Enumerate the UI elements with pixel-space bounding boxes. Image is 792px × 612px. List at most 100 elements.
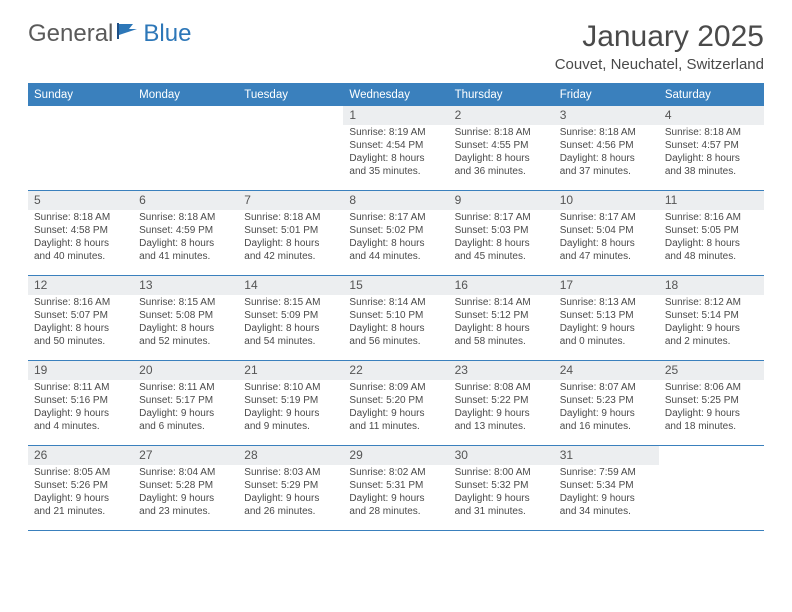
day-info-line: Sunset: 5:16 PM bbox=[34, 395, 127, 408]
day-number: 12 bbox=[28, 276, 133, 295]
day-number: 13 bbox=[133, 276, 238, 295]
day-number: 20 bbox=[133, 361, 238, 380]
day-info-line: and 28 minutes. bbox=[349, 506, 442, 519]
day-info-line: Daylight: 9 hours bbox=[560, 323, 653, 336]
day-info: Sunrise: 8:06 AMSunset: 5:25 PMDaylight:… bbox=[659, 380, 764, 437]
day-info-line: Daylight: 8 hours bbox=[665, 238, 758, 251]
day-info-line: Sunrise: 8:16 AM bbox=[34, 297, 127, 310]
day-info-line: and 23 minutes. bbox=[139, 506, 232, 519]
day-number: 31 bbox=[554, 446, 659, 465]
day-info-line: Sunset: 5:32 PM bbox=[455, 480, 548, 493]
day-info-line: and 13 minutes. bbox=[455, 421, 548, 434]
day-info-line: Daylight: 9 hours bbox=[455, 493, 548, 506]
day-number: 30 bbox=[449, 446, 554, 465]
flag-icon bbox=[117, 20, 139, 48]
day-info-line: Sunrise: 8:13 AM bbox=[560, 297, 653, 310]
day-number: 14 bbox=[238, 276, 343, 295]
week-row: 26Sunrise: 8:05 AMSunset: 5:26 PMDayligh… bbox=[28, 446, 764, 531]
day-info-line: Sunrise: 8:14 AM bbox=[349, 297, 442, 310]
day-number: 5 bbox=[28, 191, 133, 210]
day-info-line: and 56 minutes. bbox=[349, 336, 442, 349]
day-info-line: Sunrise: 7:59 AM bbox=[560, 467, 653, 480]
day-number: 11 bbox=[659, 191, 764, 210]
day-info: Sunrise: 8:11 AMSunset: 5:17 PMDaylight:… bbox=[133, 380, 238, 437]
day-cell: 12Sunrise: 8:16 AMSunset: 5:07 PMDayligh… bbox=[28, 276, 133, 360]
day-info: Sunrise: 8:00 AMSunset: 5:32 PMDaylight:… bbox=[449, 465, 554, 522]
day-info-line: Daylight: 8 hours bbox=[560, 153, 653, 166]
brand-logo: General Blue bbox=[28, 20, 191, 48]
day-number: 19 bbox=[28, 361, 133, 380]
day-info: Sunrise: 8:15 AMSunset: 5:08 PMDaylight:… bbox=[133, 295, 238, 352]
calendar-page: General Blue January 2025 Couvet, Neucha… bbox=[0, 0, 792, 612]
day-info-line: Daylight: 9 hours bbox=[665, 408, 758, 421]
day-info-line: and 58 minutes. bbox=[455, 336, 548, 349]
day-info-line: and 0 minutes. bbox=[560, 336, 653, 349]
day-info-line: Daylight: 9 hours bbox=[34, 408, 127, 421]
day-info-line: Daylight: 8 hours bbox=[139, 238, 232, 251]
day-info-line: Sunrise: 8:00 AM bbox=[455, 467, 548, 480]
day-cell: 15Sunrise: 8:14 AMSunset: 5:10 PMDayligh… bbox=[343, 276, 448, 360]
day-info: Sunrise: 8:02 AMSunset: 5:31 PMDaylight:… bbox=[343, 465, 448, 522]
day-number bbox=[659, 446, 764, 465]
day-info: Sunrise: 8:16 AMSunset: 5:05 PMDaylight:… bbox=[659, 210, 764, 267]
day-cell: 19Sunrise: 8:11 AMSunset: 5:16 PMDayligh… bbox=[28, 361, 133, 445]
day-cell bbox=[659, 446, 764, 530]
day-cell: 24Sunrise: 8:07 AMSunset: 5:23 PMDayligh… bbox=[554, 361, 659, 445]
day-number: 15 bbox=[343, 276, 448, 295]
day-info-line: Sunset: 5:22 PM bbox=[455, 395, 548, 408]
dow-cell: Wednesday bbox=[343, 85, 448, 106]
day-of-week-header: SundayMondayTuesdayWednesdayThursdayFrid… bbox=[28, 85, 764, 106]
day-info-line: Daylight: 9 hours bbox=[349, 493, 442, 506]
day-info: Sunrise: 8:15 AMSunset: 5:09 PMDaylight:… bbox=[238, 295, 343, 352]
day-info-line: Daylight: 8 hours bbox=[34, 323, 127, 336]
day-cell: 22Sunrise: 8:09 AMSunset: 5:20 PMDayligh… bbox=[343, 361, 448, 445]
day-info-line: and 21 minutes. bbox=[34, 506, 127, 519]
day-number: 24 bbox=[554, 361, 659, 380]
day-info-line: and 38 minutes. bbox=[665, 166, 758, 179]
dow-cell: Saturday bbox=[659, 85, 764, 106]
day-info-line: Sunset: 5:19 PM bbox=[244, 395, 337, 408]
day-info-line: Sunrise: 8:17 AM bbox=[349, 212, 442, 225]
day-info-line: Daylight: 9 hours bbox=[560, 408, 653, 421]
day-info-line: Sunset: 4:58 PM bbox=[34, 225, 127, 238]
page-title: January 2025 bbox=[555, 20, 764, 54]
day-info-line: Sunset: 5:14 PM bbox=[665, 310, 758, 323]
day-cell: 31Sunrise: 7:59 AMSunset: 5:34 PMDayligh… bbox=[554, 446, 659, 530]
location-text: Couvet, Neuchatel, Switzerland bbox=[555, 56, 764, 73]
day-info-line: Sunrise: 8:17 AM bbox=[455, 212, 548, 225]
title-block: January 2025 Couvet, Neuchatel, Switzerl… bbox=[555, 20, 764, 73]
day-info-line: Sunset: 5:04 PM bbox=[560, 225, 653, 238]
day-info-line: Daylight: 8 hours bbox=[244, 238, 337, 251]
day-info-line: and 16 minutes. bbox=[560, 421, 653, 434]
day-info-line: and 50 minutes. bbox=[34, 336, 127, 349]
day-info-line: and 44 minutes. bbox=[349, 251, 442, 264]
day-cell: 13Sunrise: 8:15 AMSunset: 5:08 PMDayligh… bbox=[133, 276, 238, 360]
day-info: Sunrise: 8:17 AMSunset: 5:02 PMDaylight:… bbox=[343, 210, 448, 267]
day-info-line: Daylight: 9 hours bbox=[139, 493, 232, 506]
week-row: 1Sunrise: 8:19 AMSunset: 4:54 PMDaylight… bbox=[28, 106, 764, 191]
day-cell bbox=[28, 106, 133, 190]
day-info: Sunrise: 8:13 AMSunset: 5:13 PMDaylight:… bbox=[554, 295, 659, 352]
day-info-line: Sunrise: 8:18 AM bbox=[244, 212, 337, 225]
day-cell: 23Sunrise: 8:08 AMSunset: 5:22 PMDayligh… bbox=[449, 361, 554, 445]
day-info: Sunrise: 8:14 AMSunset: 5:10 PMDaylight:… bbox=[343, 295, 448, 352]
day-number: 21 bbox=[238, 361, 343, 380]
day-info-line: and 26 minutes. bbox=[244, 506, 337, 519]
page-header: General Blue January 2025 Couvet, Neucha… bbox=[28, 20, 764, 73]
day-info-line: Sunrise: 8:02 AM bbox=[349, 467, 442, 480]
day-cell: 3Sunrise: 8:18 AMSunset: 4:56 PMDaylight… bbox=[554, 106, 659, 190]
day-number: 10 bbox=[554, 191, 659, 210]
day-info-line: Daylight: 9 hours bbox=[244, 408, 337, 421]
day-info: Sunrise: 8:19 AMSunset: 4:54 PMDaylight:… bbox=[343, 125, 448, 182]
day-number: 29 bbox=[343, 446, 448, 465]
day-cell bbox=[238, 106, 343, 190]
day-info-line: Sunset: 5:13 PM bbox=[560, 310, 653, 323]
day-info-line: Daylight: 8 hours bbox=[455, 153, 548, 166]
dow-cell: Monday bbox=[133, 85, 238, 106]
dow-cell: Tuesday bbox=[238, 85, 343, 106]
day-info: Sunrise: 8:04 AMSunset: 5:28 PMDaylight:… bbox=[133, 465, 238, 522]
day-info-line: Daylight: 8 hours bbox=[349, 238, 442, 251]
day-info-line: Sunrise: 8:06 AM bbox=[665, 382, 758, 395]
day-info: Sunrise: 8:03 AMSunset: 5:29 PMDaylight:… bbox=[238, 465, 343, 522]
day-cell: 9Sunrise: 8:17 AMSunset: 5:03 PMDaylight… bbox=[449, 191, 554, 275]
